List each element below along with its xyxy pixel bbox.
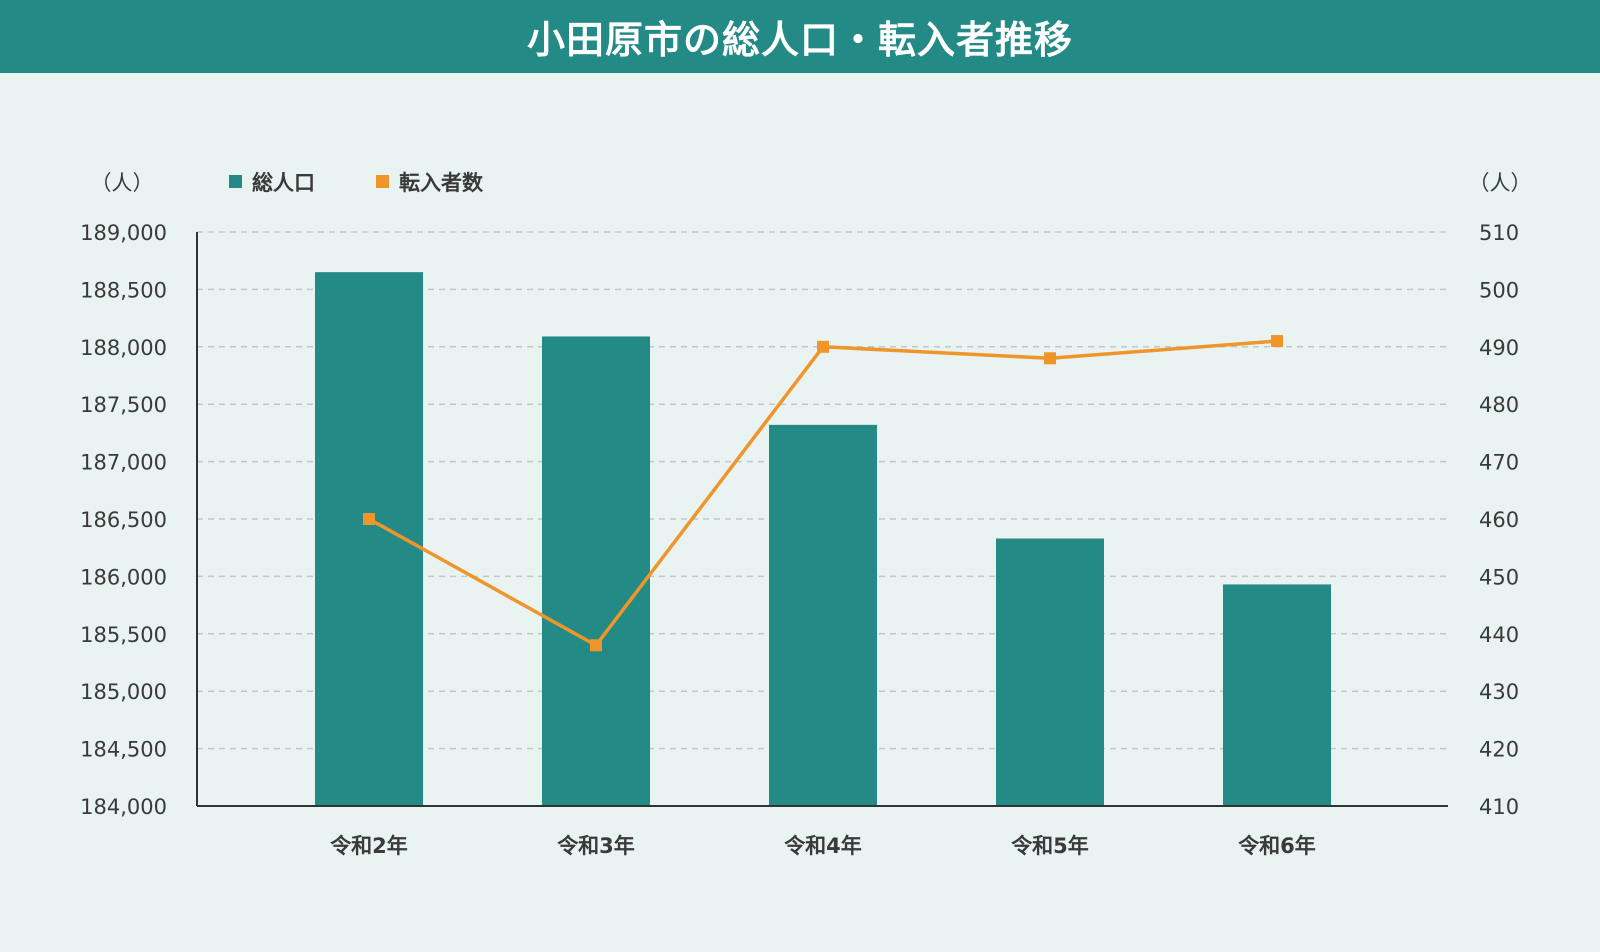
line-marker: [817, 340, 829, 353]
left-axis-tick-label: 184,000: [80, 795, 167, 819]
right-axis-tick-label: 440: [1479, 623, 1519, 647]
right-axis-tick-label: 490: [1479, 336, 1519, 360]
right-axis-tick-label: 470: [1479, 451, 1519, 475]
right-axis-tick-label: 430: [1479, 680, 1519, 704]
right-axis-tick-label: 480: [1479, 393, 1519, 417]
left-axis-tick-label: 188,500: [80, 278, 167, 302]
x-axis-category-label: 令和2年: [330, 834, 408, 858]
left-axis-tick-label: 186,000: [80, 565, 167, 589]
line-marker: [590, 639, 602, 652]
bar: [1223, 584, 1331, 806]
left-axis-tick-label: 184,500: [80, 738, 167, 762]
line-marker: [1271, 335, 1283, 348]
left-axis-tick-label: 188,000: [80, 336, 167, 360]
bar: [542, 336, 650, 806]
left-axis-tick-label: 185,500: [80, 623, 167, 647]
title-bar: 小田原市の総人口・転入者推移: [0, 0, 1600, 73]
legend-swatch-bar: [229, 175, 242, 188]
right-axis-tick-label: 450: [1479, 565, 1519, 589]
right-axis-tick-label: 460: [1479, 508, 1519, 532]
x-axis-category-label: 令和5年: [1011, 834, 1089, 858]
right-axis-tick-label: 420: [1479, 738, 1519, 762]
chart-title: 小田原市の総人口・転入者推移: [526, 18, 1073, 62]
left-axis-unit: （人）: [91, 171, 154, 195]
x-axis-category-label: 令和6年: [1238, 834, 1316, 858]
bar: [996, 538, 1104, 806]
left-axis-tick-label: 187,000: [80, 451, 167, 475]
left-axis-tick-label: 185,000: [80, 680, 167, 704]
left-axis-tick-label: 186,500: [80, 508, 167, 532]
legend-swatch-line: [376, 175, 389, 188]
right-axis-unit: （人）: [1469, 171, 1532, 195]
left-axis-tick-label: 189,000: [80, 221, 167, 245]
bar: [769, 424, 877, 806]
left-axis-tick-label: 187,500: [80, 393, 167, 417]
line-marker: [363, 513, 375, 525]
x-axis-category-label: 令和3年: [557, 834, 635, 858]
line-marker: [1044, 352, 1056, 365]
right-axis-tick-label: 410: [1479, 795, 1519, 819]
x-axis-category-label: 令和4年: [784, 834, 862, 858]
right-axis-tick-label: 500: [1479, 278, 1519, 302]
legend-label-bar: 総人口: [252, 171, 315, 195]
right-axis-tick-label: 510: [1479, 221, 1519, 245]
legend-label-line: 転入者数: [399, 171, 484, 195]
